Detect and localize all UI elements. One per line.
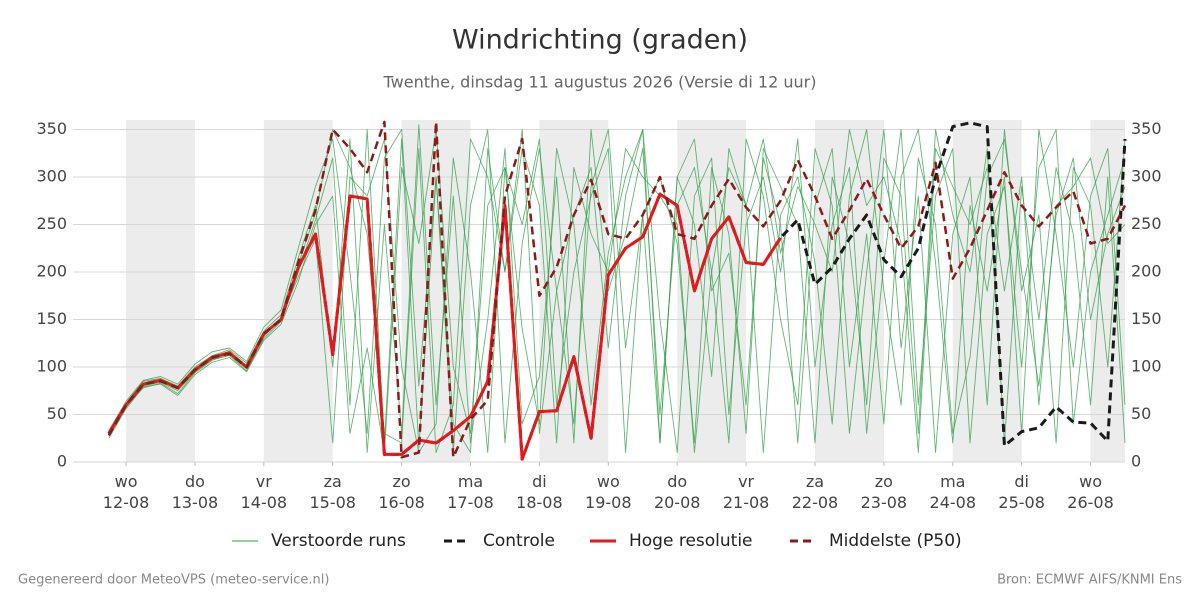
chart-subtitle: Twenthe, dinsdag 11 augustus 2026 (Versi… — [383, 73, 817, 92]
legend-label: Hoge resolutie — [629, 531, 753, 551]
y2-tick-label: 350 — [1131, 119, 1162, 138]
x-tick-label: ma 17-08 — [447, 472, 494, 512]
x-tick-label: zo 16-08 — [378, 472, 425, 512]
y2-tick-label: 100 — [1131, 357, 1162, 376]
x-tick-label: za 15-08 — [309, 472, 356, 512]
legend: Verstoorde runs Controle Hoge resolutie Mid… — [232, 531, 962, 551]
series-line — [107, 120, 1127, 459]
chart-title: Windrichting (graden) — [452, 25, 748, 56]
y2-tick-label: 150 — [1131, 309, 1162, 328]
y-tick-label: 350 — [36, 119, 67, 138]
y-tick-label: 0 — [57, 452, 67, 471]
y-tick-label: 150 — [36, 309, 67, 328]
x-tick-label: zo 23-08 — [861, 472, 908, 512]
x-tick-label: wo 19-08 — [585, 472, 632, 512]
x-tick-label: ma 24-08 — [930, 472, 977, 512]
series — [107, 120, 1127, 461]
legend-label: Middelste (P50) — [829, 531, 962, 551]
y-tick-label: 250 — [36, 214, 67, 233]
x-tick-label: wo 26-08 — [1067, 472, 1114, 512]
ensemble-run — [108, 129, 1126, 453]
y2-tick-label: 0 — [1131, 452, 1141, 471]
x-tick-label: za 22-08 — [792, 472, 839, 512]
ensemble-run — [108, 129, 1126, 453]
legend-label: Verstoorde runs — [271, 531, 406, 551]
series-line — [107, 192, 782, 461]
x-tick-label: di 18-08 — [516, 472, 563, 512]
legend-label: Controle — [483, 531, 555, 551]
x-tick-label: vr 14-08 — [241, 472, 288, 512]
x-tick-label: di 25-08 — [998, 472, 1045, 512]
y-tick-label: 200 — [36, 262, 67, 281]
x-tick-label: wo 12-08 — [103, 472, 150, 512]
y2-tick-label: 50 — [1131, 404, 1151, 423]
ensemble-run — [108, 129, 1126, 453]
footer-right: Bron: ECMWF AIFS/KNMI Ens — [997, 573, 1182, 588]
y-tick-label: 300 — [36, 167, 67, 186]
footer-left: Gegenereerd door MeteoVPS (meteo-service… — [18, 573, 329, 588]
y-tick-label: 100 — [36, 357, 67, 376]
y2-tick-label: 200 — [1131, 262, 1162, 281]
axes: 0 0 50 50 100 100 150 150 200 200 250 250 300 300 350 3… — [36, 119, 1161, 512]
y2-tick-label: 300 — [1131, 167, 1162, 186]
y2-tick-label: 250 — [1131, 214, 1162, 233]
x-tick-label: do 13-08 — [172, 472, 219, 512]
y-tick-label: 50 — [47, 404, 67, 423]
x-tick-label: vr 21-08 — [723, 472, 770, 512]
day-shade — [126, 120, 195, 462]
x-tick-label: do 20-08 — [654, 472, 701, 512]
day-shade — [1090, 120, 1125, 462]
